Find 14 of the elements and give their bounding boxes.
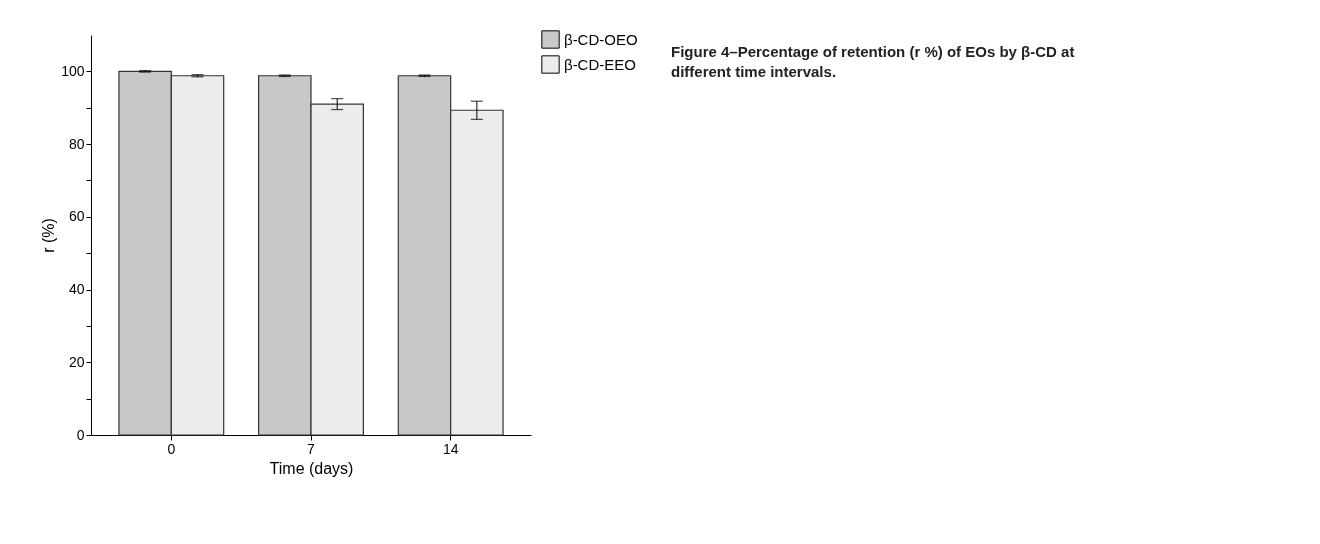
y-tick-label: 60 xyxy=(68,208,85,225)
y-tick-label: 40 xyxy=(68,281,85,298)
x-axis-title: Time (days) xyxy=(269,459,354,477)
legend-label: β-CD-OEO xyxy=(564,30,638,48)
y-tick-label: 0 xyxy=(76,426,85,443)
y-tick-label: 80 xyxy=(68,135,85,152)
caption: Figure 4–Percentage of retention (r %) of EOs by β-CD at different time intervals. xyxy=(671,43,1075,80)
y-axis-title: r (%) xyxy=(40,218,58,253)
x-tick-label: 14 xyxy=(442,440,459,457)
x-tick-label: 0 xyxy=(167,440,176,457)
y-tick-label: 100 xyxy=(61,62,85,79)
y-tick-label: 20 xyxy=(68,353,85,370)
legend-label: β-CD-EEO xyxy=(564,55,636,73)
x-tick-label: 7 xyxy=(307,440,316,457)
